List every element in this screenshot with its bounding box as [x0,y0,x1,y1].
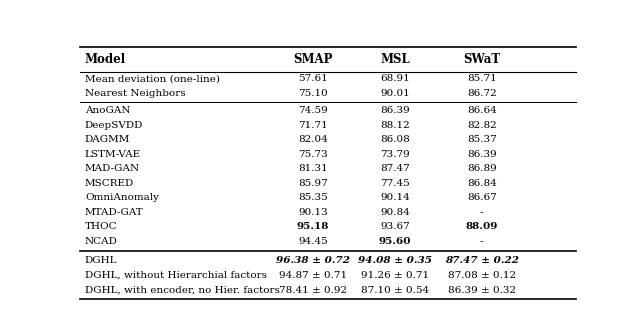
Text: 86.39: 86.39 [467,150,497,159]
Text: AnoGAN: AnoGAN [85,106,131,115]
Text: MAD-GAN: MAD-GAN [85,164,140,173]
Text: DAGMM: DAGMM [85,135,131,144]
Text: 95.60: 95.60 [379,237,412,246]
Text: 68.91: 68.91 [380,74,410,83]
Text: 74.59: 74.59 [298,106,328,115]
Text: 86.72: 86.72 [467,89,497,98]
Text: -: - [480,208,483,217]
Text: 85.97: 85.97 [298,179,328,188]
Text: 82.04: 82.04 [298,135,328,144]
Text: 86.64: 86.64 [467,106,497,115]
Text: MSL: MSL [380,53,410,66]
Text: 87.10 ± 0.54: 87.10 ± 0.54 [361,285,429,294]
Text: 90.14: 90.14 [380,193,410,202]
Text: 86.67: 86.67 [467,193,497,202]
Text: 90.01: 90.01 [380,89,410,98]
Text: 87.08 ± 0.12: 87.08 ± 0.12 [448,271,516,280]
Text: 82.82: 82.82 [467,121,497,130]
Text: 94.45: 94.45 [298,237,328,246]
Text: DGHL, without Hierarchial factors: DGHL, without Hierarchial factors [85,271,267,280]
Text: 57.61: 57.61 [298,74,328,83]
Text: 90.13: 90.13 [298,208,328,217]
Text: 77.45: 77.45 [380,179,410,188]
Text: 86.89: 86.89 [467,164,497,173]
Text: 78.41 ± 0.92: 78.41 ± 0.92 [279,285,347,294]
Text: DGHL, with encoder, no Hier. factors: DGHL, with encoder, no Hier. factors [85,285,280,294]
Text: 86.84: 86.84 [467,179,497,188]
Text: Mean deviation (one-line): Mean deviation (one-line) [85,74,220,83]
Text: SMAP: SMAP [293,53,333,66]
Text: 94.08 ± 0.35: 94.08 ± 0.35 [358,256,432,266]
Text: 88.12: 88.12 [380,121,410,130]
Text: Model: Model [85,53,126,66]
Text: Nearest Neighbors: Nearest Neighbors [85,89,186,98]
Text: 75.10: 75.10 [298,89,328,98]
Text: 75.73: 75.73 [298,150,328,159]
Text: NCAD: NCAD [85,237,118,246]
Text: OmniAnomaly: OmniAnomaly [85,193,159,202]
Text: DeepSVDD: DeepSVDD [85,121,143,130]
Text: 95.18: 95.18 [297,222,330,231]
Text: 87.47 ± 0.22: 87.47 ± 0.22 [445,256,519,266]
Text: 86.08: 86.08 [380,135,410,144]
Text: -: - [480,237,483,246]
Text: SWaT: SWaT [463,53,500,66]
Text: 85.35: 85.35 [298,193,328,202]
Text: 86.39 ± 0.32: 86.39 ± 0.32 [448,285,516,294]
Text: DGHL: DGHL [85,256,118,266]
Text: 73.79: 73.79 [380,150,410,159]
Text: 86.39: 86.39 [380,106,410,115]
Text: 91.26 ± 0.71: 91.26 ± 0.71 [361,271,429,280]
Text: 93.67: 93.67 [380,222,410,231]
Text: MTAD-GAT: MTAD-GAT [85,208,144,217]
Text: 81.31: 81.31 [298,164,328,173]
Text: 85.37: 85.37 [467,135,497,144]
Text: 71.71: 71.71 [298,121,328,130]
Text: 96.38 ± 0.72: 96.38 ± 0.72 [276,256,350,266]
Text: THOC: THOC [85,222,118,231]
Text: 87.47: 87.47 [380,164,410,173]
Text: 88.09: 88.09 [465,222,498,231]
Text: 85.71: 85.71 [467,74,497,83]
Text: LSTM-VAE: LSTM-VAE [85,150,141,159]
Text: 90.84: 90.84 [380,208,410,217]
Text: 94.87 ± 0.71: 94.87 ± 0.71 [279,271,347,280]
Text: MSCRED: MSCRED [85,179,134,188]
